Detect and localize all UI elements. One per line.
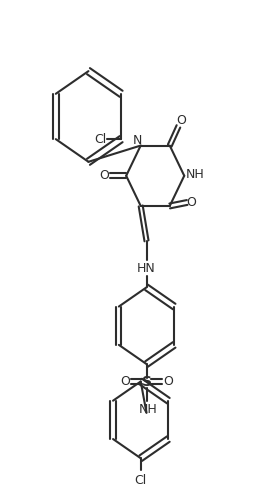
Text: NH: NH <box>139 403 157 416</box>
Text: O: O <box>187 196 196 209</box>
Text: S: S <box>142 375 152 388</box>
Text: Cl: Cl <box>135 474 147 487</box>
Text: O: O <box>176 113 186 127</box>
Text: O: O <box>163 375 173 388</box>
Text: Cl: Cl <box>94 133 106 146</box>
Text: NH: NH <box>186 167 205 181</box>
Text: N: N <box>133 134 143 147</box>
Text: O: O <box>100 169 109 182</box>
Text: O: O <box>120 375 130 388</box>
Text: HN: HN <box>137 262 156 275</box>
